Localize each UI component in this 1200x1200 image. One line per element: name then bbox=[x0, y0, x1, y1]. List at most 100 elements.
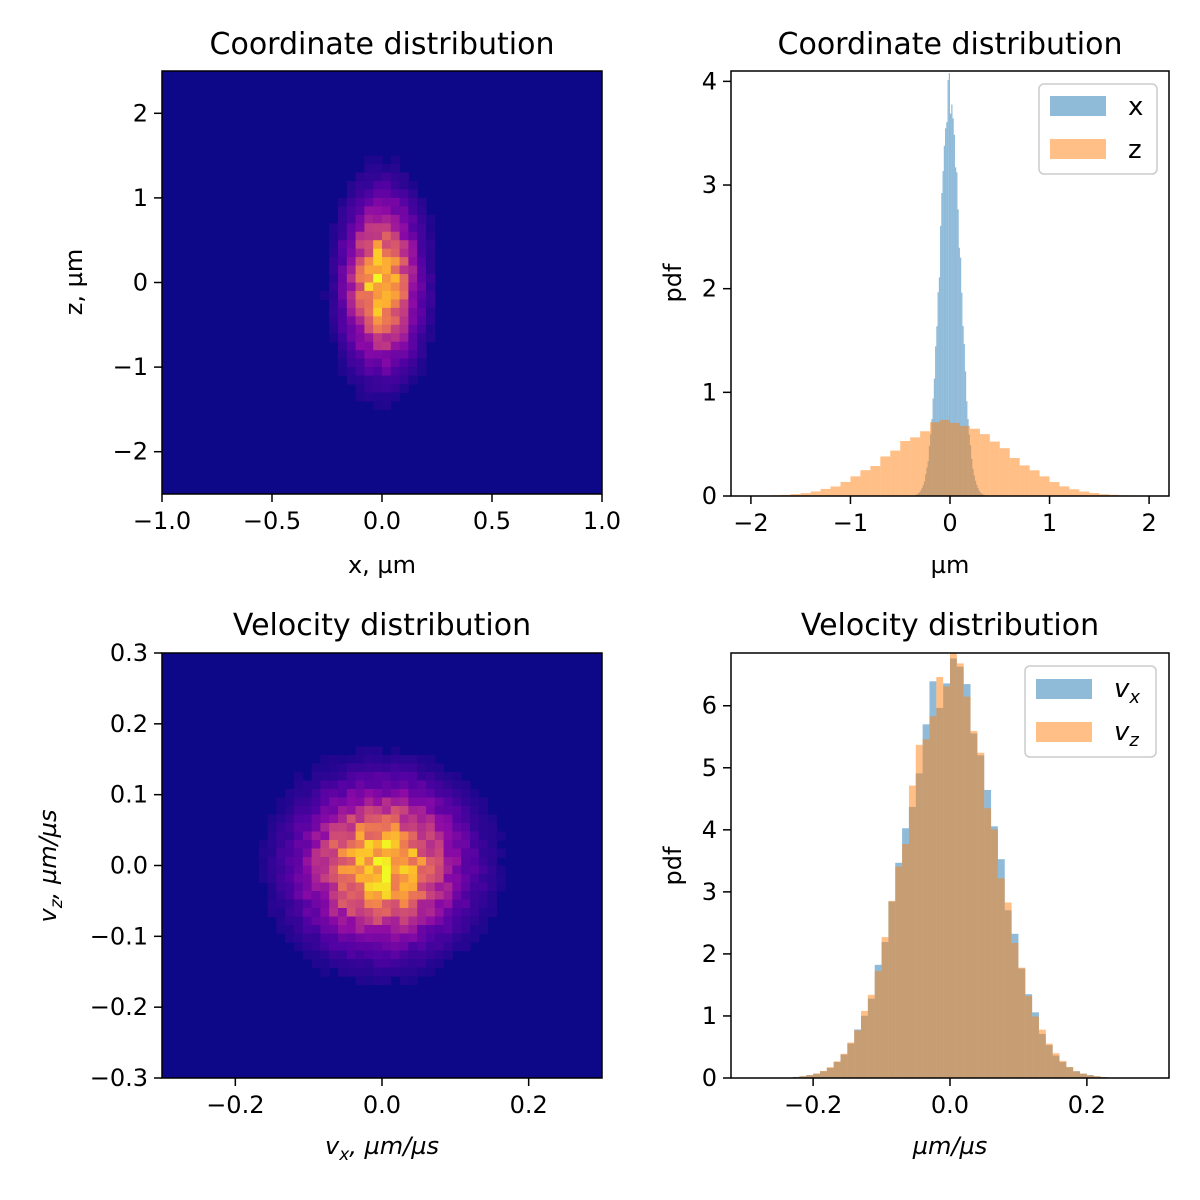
heatmap-cell bbox=[329, 789, 339, 799]
heatmap-cell bbox=[390, 772, 401, 782]
heatmap-cell bbox=[487, 857, 497, 867]
heatmap-cell bbox=[373, 172, 383, 182]
heatmap-cell bbox=[373, 231, 383, 241]
heatmap-cell bbox=[364, 358, 374, 368]
heatmap-cell bbox=[346, 814, 357, 824]
heatmap-cell bbox=[478, 806, 489, 816]
heatmap-cell bbox=[346, 316, 357, 326]
heatmap-cell bbox=[382, 400, 392, 410]
heatmap-cell bbox=[390, 392, 401, 402]
heatmap-cell bbox=[417, 350, 427, 360]
y-tick-label: 6 bbox=[702, 692, 717, 720]
heatmap-cell bbox=[320, 916, 330, 926]
heatmap-cell bbox=[399, 891, 409, 901]
heatmap-cell bbox=[461, 908, 471, 918]
heatmap-cell bbox=[417, 857, 427, 867]
heatmap-cell bbox=[355, 367, 365, 377]
heatmap-cell bbox=[399, 848, 409, 858]
heatmap-cell bbox=[408, 755, 418, 765]
heatmap-cell bbox=[346, 763, 357, 773]
heatmap-cell bbox=[355, 976, 365, 986]
heatmap-cell bbox=[408, 307, 418, 317]
heatmap-cell bbox=[443, 857, 453, 867]
heatmap-cell bbox=[373, 823, 383, 833]
heatmap-cell bbox=[417, 840, 427, 850]
heatmap-cell bbox=[382, 780, 392, 790]
heatmap-cell bbox=[329, 882, 339, 892]
heatmap-cell bbox=[294, 925, 304, 935]
heatmap-cell bbox=[382, 959, 392, 969]
hist-bar-z bbox=[900, 441, 911, 496]
heatmap-cell bbox=[417, 925, 427, 935]
heatmap-cell bbox=[382, 967, 392, 977]
heatmap-cell bbox=[373, 857, 383, 867]
hist-bar-z bbox=[810, 491, 821, 496]
heatmap-cell bbox=[399, 299, 409, 309]
hist-bar-vz bbox=[1093, 1076, 1101, 1078]
heatmap-cell bbox=[434, 942, 445, 952]
heatmap-cell bbox=[426, 882, 436, 892]
heatmap-cell bbox=[382, 865, 392, 875]
heatmap-cell bbox=[355, 755, 365, 765]
heatmap-cell bbox=[373, 316, 383, 326]
heatmap-cell bbox=[408, 206, 418, 216]
heatmap-cell bbox=[320, 891, 330, 901]
heatmap-cell bbox=[373, 282, 383, 292]
heatmap-cell bbox=[426, 950, 436, 960]
heatmap-cell bbox=[338, 240, 348, 250]
heatmap-cell bbox=[373, 755, 383, 765]
y-tick-label: 4 bbox=[702, 816, 717, 844]
heatmap-cell bbox=[338, 933, 348, 943]
heatmap-cell bbox=[461, 899, 471, 909]
heatmap-cell bbox=[426, 891, 436, 901]
heatmap-cell bbox=[364, 899, 374, 909]
heatmap-cell bbox=[329, 324, 339, 334]
heatmap-cell bbox=[355, 180, 365, 191]
hist-bar-x bbox=[961, 292, 963, 496]
y-tick-label: 2 bbox=[702, 275, 717, 303]
heatmap-cell bbox=[373, 400, 383, 410]
heatmap-cell bbox=[355, 763, 365, 773]
heatmap-cell bbox=[373, 746, 383, 756]
heatmap-cell bbox=[390, 384, 401, 394]
heatmap-cell bbox=[302, 882, 313, 892]
heatmap-cell bbox=[329, 925, 339, 935]
heatmap-cell bbox=[355, 341, 365, 351]
heatmap-cell bbox=[390, 840, 401, 850]
heatmap-cell bbox=[338, 231, 348, 241]
heatmap-cell bbox=[408, 189, 418, 199]
heatmap-cell bbox=[426, 823, 436, 833]
heatmap-cell bbox=[311, 789, 321, 799]
heatmap-cell bbox=[417, 248, 427, 258]
heatmap-cell bbox=[426, 223, 436, 233]
heatmap-cell bbox=[470, 789, 480, 799]
heatmap-cell bbox=[338, 307, 348, 317]
heatmap-cell bbox=[408, 840, 418, 850]
heatmap-cell bbox=[311, 925, 321, 935]
heatmap-cell bbox=[382, 772, 392, 782]
heatmap-cell bbox=[355, 814, 365, 824]
heatmap-cell bbox=[346, 206, 357, 216]
heatmap-cell bbox=[338, 350, 348, 360]
heatmap-cell bbox=[355, 206, 365, 216]
y-tick-label: 1 bbox=[702, 1002, 717, 1030]
heatmap-cell bbox=[408, 197, 418, 207]
heatmap-cell bbox=[373, 967, 383, 977]
heatmap-cell bbox=[338, 789, 348, 799]
hist-bar-z bbox=[1079, 491, 1090, 496]
heatmap-cell bbox=[338, 916, 348, 926]
y-tick-label: −0.2 bbox=[90, 993, 148, 1021]
heatmap-cell bbox=[470, 925, 480, 935]
heatmap-cell bbox=[470, 840, 480, 850]
heatmap-cell bbox=[452, 925, 462, 935]
heatmap-cell bbox=[346, 197, 357, 207]
heatmap-cell bbox=[364, 942, 374, 952]
hist-bar-vz bbox=[1045, 1043, 1053, 1078]
coord-heatmap-panel: Coordinate distribution −1.0 −0.5 0.0 0.5 1.… bbox=[60, 27, 621, 579]
heatmap-cell bbox=[399, 265, 409, 275]
heatmap-cell bbox=[373, 180, 383, 191]
hist-bar-vz bbox=[936, 676, 944, 1078]
heatmap-cell bbox=[426, 780, 436, 790]
heatmap-cell bbox=[294, 882, 304, 892]
y-tick-label: 1 bbox=[133, 184, 148, 212]
